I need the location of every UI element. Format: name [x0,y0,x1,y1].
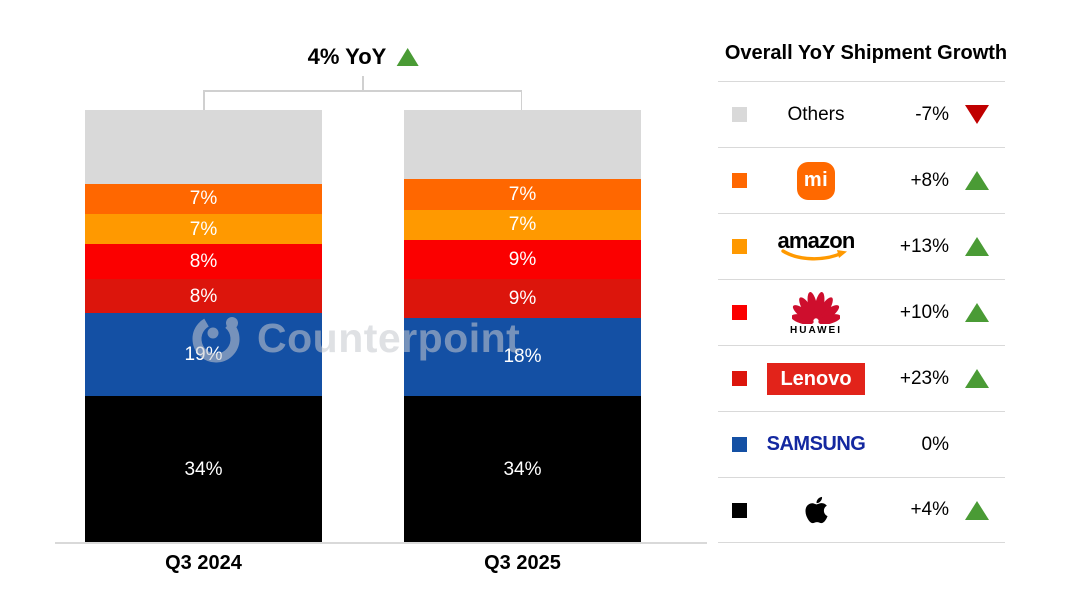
yoy-annotation-label: 4% YoY [307,44,387,69]
legend-swatch-samsung [732,437,747,452]
legend-swatch-lenovo [732,371,747,386]
legend-value-apple: +4% [910,499,949,520]
bar-segment-label: 8% [189,250,218,272]
huawei-logo-text: HUAWEI [790,324,842,336]
bar-q3-2025: 7% 7% 9% 9% 18% 34% [404,110,641,543]
bar-segment-lenovo: 9% [404,278,641,318]
bracket-horizontal [203,90,522,92]
bar-segment-others [85,110,322,184]
legend-swatch-amazon [732,239,747,254]
xiaomi-logo-text: mi [803,169,829,191]
bar-segment-xiaomi: 7% [85,183,322,214]
apple-logo-icon [804,496,828,524]
bar-segment-apple: 34% [85,395,322,543]
bar-segment-huawei: 9% [404,239,641,279]
bar-segment-amazon: 7% [85,213,322,245]
legend-row-xiaomi: mi +8% [718,147,1005,213]
bar-segment-amazon: 7% [404,209,641,240]
yoy-annotation: 4% YoY [308,44,419,70]
bracket-left [203,90,205,111]
huawei-logo: HUAWEI [790,290,842,336]
bracket-stub [362,76,364,91]
bracket-right [520,90,522,111]
bar-segment-others [404,110,641,180]
bar-segment-label: 34% [503,458,542,480]
bar-segment-label: 7% [189,218,218,240]
samsung-logo: SAMSUNG [766,433,866,455]
legend-value-samsung: 0% [921,433,949,455]
bar-segment-samsung: 19% [85,313,322,396]
amazon-logo-text: amazon [777,228,855,253]
trend-up-icon [965,303,989,322]
legend-row-lenovo: Lenovo +23% [718,345,1005,411]
legend-value-xiaomi: +8% [910,169,949,191]
bar-segment-label: 7% [189,188,218,210]
bar-segment-label: 7% [508,183,537,205]
bar-segment-label: 18% [503,346,542,368]
legend-swatch-huawei [732,305,747,320]
legend-table: Others -7% mi +8% amazon [718,81,1005,543]
bar-segment-samsung: 18% [404,317,641,396]
legend-header: Overall YoY Shipment Growth [724,42,1008,64]
category-label-q3-2025: Q3 2025 [484,552,561,574]
trend-up-icon [396,48,419,66]
legend-row-apple: +4% [718,477,1005,543]
legend-value-huawei: +10% [899,301,949,323]
bar-segment-label: 7% [508,214,537,236]
legend-row-others: Others -7% [718,81,1005,147]
bar-q3-2024: 7% 7% 8% 8% 19% 34% [85,110,322,543]
bar-segment-lenovo: 8% [85,278,322,314]
legend-row-amazon: amazon +13% [718,213,1005,279]
legend-swatch-apple [732,502,747,518]
lenovo-logo-text: Lenovo [780,367,852,390]
amazon-logo: amazon [777,228,855,263]
bar-segment-huawei: 8% [85,244,322,279]
legend-swatch-xiaomi [732,173,747,188]
lenovo-logo: Lenovo [767,362,865,395]
trend-down-icon [965,105,989,124]
legend-value-amazon: +13% [899,235,949,257]
legend-value-lenovo: +23% [899,367,949,389]
huawei-flower-icon [792,291,840,324]
trend-up-icon [965,171,989,190]
amazon-smile-icon [781,249,847,261]
trend-up-icon [965,369,989,388]
trend-up-icon [965,500,989,520]
trend-up-icon [965,237,989,256]
legend-row-huawei: HUAWEI +10% [718,279,1005,345]
bar-segment-xiaomi: 7% [404,179,641,210]
xiaomi-logo: mi [797,161,835,200]
bar-segment-apple: 34% [404,395,641,543]
bar-segment-label: 9% [508,287,537,309]
legend-label-others: Others [787,103,845,125]
legend-value-others: -7% [915,103,949,125]
legend-row-samsung: SAMSUNG 0% [718,411,1005,477]
bar-segment-label: 34% [184,458,223,480]
legend-swatch-others [732,107,747,122]
bar-segment-label: 19% [184,344,223,366]
bar-segment-label: 8% [189,285,218,307]
x-axis-line [55,542,707,544]
bar-segment-label: 9% [508,248,537,270]
category-label-q3-2024: Q3 2024 [165,552,242,574]
